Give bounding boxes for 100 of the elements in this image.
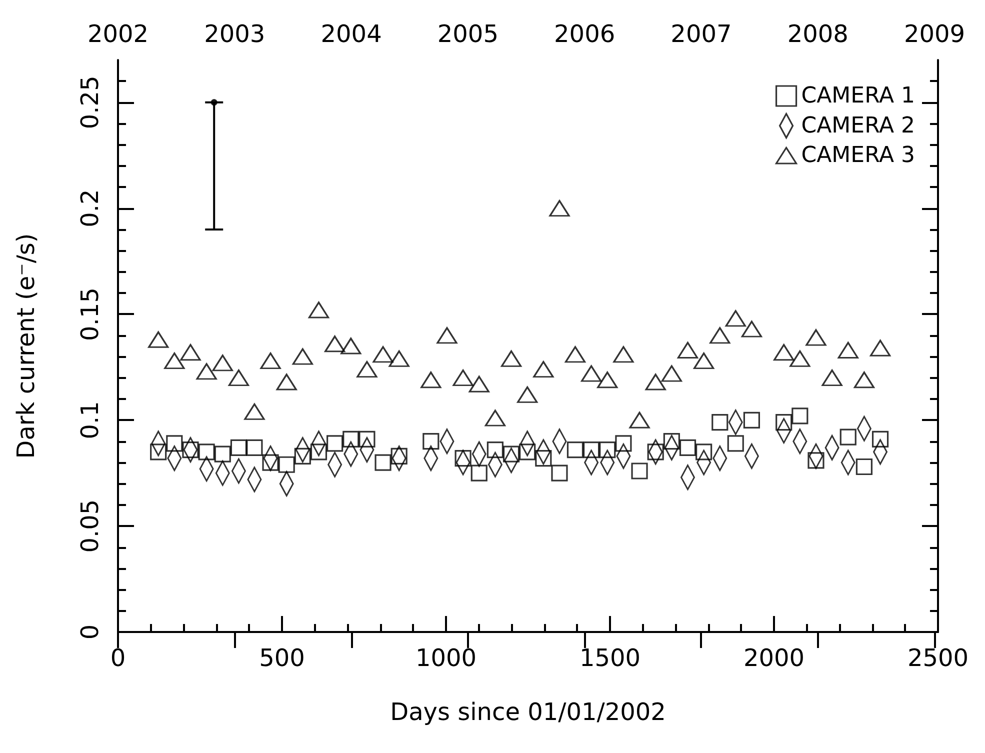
x-tick-label: 2500 (907, 644, 969, 672)
point (372, 346, 394, 363)
x-tick-label: 1000 (415, 644, 477, 672)
point (196, 363, 217, 380)
point (533, 361, 554, 378)
x-tick-label: 1500 (579, 644, 641, 672)
point (870, 340, 891, 356)
x2-tick-label: 2008 (787, 20, 848, 48)
point (535, 450, 552, 467)
point (679, 439, 696, 456)
point (549, 200, 570, 217)
point (324, 336, 346, 352)
point (856, 458, 872, 476)
point (182, 442, 199, 458)
x2-tick-label: 2005 (437, 20, 498, 48)
point (663, 433, 680, 450)
point (710, 327, 730, 344)
x-tick-label: 0 (110, 644, 126, 672)
point (645, 374, 666, 390)
point (808, 452, 824, 469)
point (210, 99, 218, 106)
point (631, 462, 648, 480)
point (374, 454, 392, 471)
point (822, 369, 842, 386)
point (436, 327, 458, 344)
point (198, 444, 215, 460)
y-tick-label: 0.05 (76, 499, 104, 553)
point (468, 376, 490, 392)
point (776, 414, 792, 431)
point (694, 352, 714, 370)
point (342, 430, 360, 448)
x2-tick-label: 2009 (904, 20, 966, 48)
point (790, 350, 810, 368)
point (486, 442, 504, 458)
point (566, 442, 584, 458)
y-tick-label: 0 (76, 624, 104, 640)
point (629, 412, 650, 428)
point (148, 331, 169, 348)
point (470, 464, 488, 482)
point (358, 430, 376, 448)
point (806, 329, 826, 346)
x2-tick-label: 2003 (204, 20, 266, 48)
point (727, 435, 744, 452)
point (422, 433, 440, 450)
point (244, 403, 265, 420)
point (260, 352, 281, 370)
point (613, 346, 634, 363)
point (551, 464, 568, 482)
point (212, 354, 233, 372)
point (308, 302, 330, 318)
legend-label: CAMERA 3 (801, 143, 916, 168)
point (326, 435, 344, 452)
point (677, 342, 698, 359)
point (484, 410, 506, 426)
point (166, 435, 183, 452)
point (180, 344, 201, 361)
point (615, 435, 632, 452)
point (661, 365, 682, 382)
point (774, 344, 794, 361)
point (164, 352, 185, 370)
y-tick-label: 0.1 (76, 401, 104, 440)
point (278, 456, 295, 473)
y-axis-title: Dark current (e⁻/s) (12, 233, 40, 459)
y-tick-label: 0.15 (76, 288, 104, 341)
point (519, 444, 536, 460)
point (262, 454, 279, 471)
point (741, 320, 762, 338)
legend-label: CAMERA 2 (801, 113, 916, 138)
point (517, 386, 538, 404)
point (792, 408, 808, 424)
point (310, 444, 328, 460)
point (230, 439, 248, 456)
point (838, 342, 858, 359)
x2-tick-label: 2006 (554, 20, 616, 48)
point (840, 428, 856, 446)
point (452, 369, 474, 386)
point (564, 346, 586, 363)
point (597, 372, 618, 388)
point (696, 444, 712, 460)
x-tick-label: 2000 (743, 644, 805, 672)
point (294, 448, 311, 464)
point (390, 448, 408, 464)
point (356, 361, 378, 378)
x-tick-label: 500 (259, 644, 305, 672)
point (388, 350, 410, 368)
point (420, 372, 442, 388)
point (725, 310, 746, 327)
point (214, 446, 231, 462)
point (599, 442, 616, 458)
point (340, 338, 362, 354)
x2-tick-label: 2007 (670, 20, 732, 48)
point (276, 374, 297, 390)
point (454, 450, 472, 467)
point (583, 442, 600, 458)
point (292, 348, 313, 365)
point (502, 446, 520, 462)
point (854, 372, 874, 388)
y-tick-label: 0.25 (76, 76, 104, 130)
point (500, 350, 522, 368)
point (581, 365, 602, 382)
